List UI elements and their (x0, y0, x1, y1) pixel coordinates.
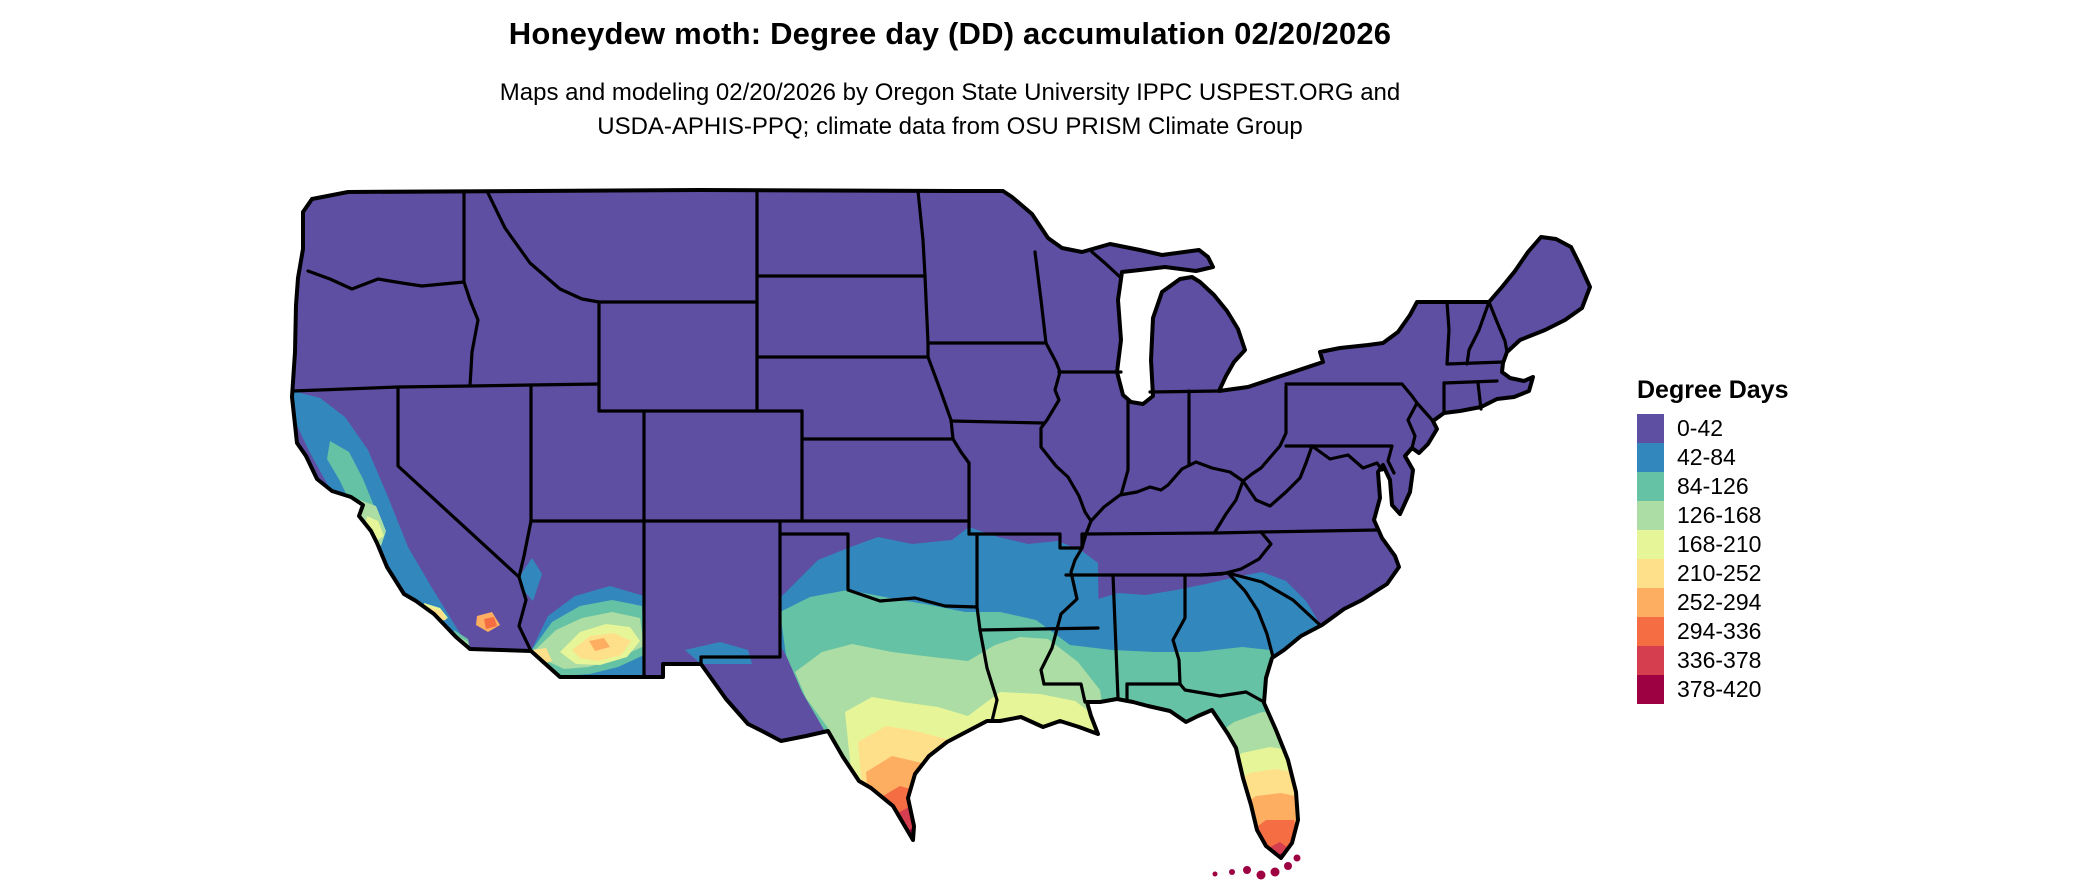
legend-class-label: 0-42 (1677, 415, 1724, 441)
legend-row: 168-210 (1637, 530, 1788, 559)
legend-swatch (1637, 414, 1664, 443)
state-border (1259, 528, 1379, 534)
state-border (1042, 682, 1087, 704)
state-border (1445, 300, 1451, 366)
legend-row: 378-420 (1637, 675, 1788, 704)
legend-row: 336-378 (1637, 646, 1788, 675)
figure-subtitle: Maps and modeling 02/20/2026 by Oregon S… (0, 76, 1900, 144)
legend-row: 0-42 (1637, 414, 1788, 443)
state-border (1476, 381, 1483, 411)
legend-swatch (1637, 617, 1664, 646)
state-border (1445, 360, 1505, 366)
legend-swatch (1637, 530, 1664, 559)
state-border (1199, 571, 1230, 577)
legend-swatch (1637, 501, 1664, 530)
legend-row: 252-294 (1637, 588, 1788, 617)
dd-layer-126-168-texas-louisiana (795, 637, 1108, 858)
subtitle-line-2: USDA-APHIS-PPQ; climate data from OSU PR… (597, 113, 1303, 140)
dd-layer-168-210-ca-valley (365, 516, 384, 541)
state-border (291, 382, 601, 393)
page-title: Honeydew moth: Degree day (DD) accumulat… (508, 16, 1392, 51)
national-outline (290, 188, 1592, 860)
state-border (517, 519, 533, 579)
state-border (1119, 397, 1130, 497)
state-border (1089, 420, 1288, 523)
state-border (1415, 401, 1435, 423)
state-border (1090, 250, 1122, 279)
state-border (306, 269, 466, 291)
dd-layer-210-252-yuma (531, 648, 552, 665)
subtitle-line-1: Maps and modeling 02/20/2026 by Oregon S… (499, 79, 1401, 106)
state-border (949, 419, 1045, 425)
florida-key-dot (1293, 854, 1301, 862)
state-border (396, 385, 533, 653)
state-border (926, 355, 971, 465)
legend-class-label: 336-378 (1677, 647, 1762, 673)
legend-swatch (1637, 472, 1664, 501)
state-border (1125, 682, 1266, 704)
legend-class-label: 42-84 (1677, 444, 1736, 470)
legend-row: 210-252 (1637, 559, 1788, 588)
legend-swatch (1637, 588, 1664, 617)
state-border (1310, 444, 1384, 472)
legend-rows: 0-42 42-84 84-126 126-168 168-210 210-252 252-… (1637, 414, 1788, 704)
legend-class-label: 126-168 (1677, 502, 1762, 528)
state-border (1226, 571, 1275, 659)
state-border (1084, 530, 1263, 536)
legend-class-label: 84-126 (1677, 473, 1749, 499)
florida-key-dot (1212, 871, 1218, 877)
legend-class-label: 252-294 (1677, 589, 1762, 615)
state-border (699, 519, 782, 666)
state-border (1148, 389, 1221, 394)
state-border (1442, 379, 1499, 385)
legend: Degree Days 0-42 42-84 84-126 126-168 168-21… (1637, 376, 1788, 704)
state-border (975, 532, 982, 632)
state-border (1033, 250, 1048, 345)
legend-title: Degree Days (1637, 376, 1789, 404)
state-border (778, 532, 979, 609)
florida-key-dot (1270, 867, 1280, 877)
state-border (1171, 573, 1187, 686)
map-base-conus (292, 190, 1590, 858)
legend-class-label: 210-252 (1677, 560, 1762, 586)
dd-layer-294-336-imperial-dot (484, 617, 497, 629)
legend-swatch (1637, 559, 1664, 588)
florida-key-dot (1284, 862, 1292, 870)
legend-row: 42-84 (1637, 443, 1788, 472)
florida-key-dot (1243, 866, 1251, 874)
dd-layer-252-294-texas (866, 756, 967, 858)
state-borders-layer (291, 189, 1509, 723)
state-border (967, 532, 1088, 550)
state-border (1213, 479, 1245, 534)
dd-layer-252-294-phoenix-dot (589, 638, 610, 651)
dd-layer-42-84-nevada (519, 558, 542, 601)
legend-row: 126-168 (1637, 501, 1788, 530)
legend-row: 294-336 (1637, 617, 1788, 646)
state-border (485, 189, 601, 304)
state-border (1465, 300, 1491, 366)
state-border (916, 189, 927, 278)
state-border (978, 626, 1100, 632)
legend-class-label: 294-336 (1677, 618, 1762, 644)
legend-swatch (1637, 443, 1664, 472)
legend-swatch (1637, 646, 1664, 675)
state-border (1241, 444, 1314, 508)
legend-swatch (1637, 675, 1664, 704)
state-border (1226, 571, 1322, 627)
state-border (1039, 519, 1093, 686)
state-border (462, 189, 480, 388)
florida-keys (1212, 854, 1301, 880)
florida-key-dot (1256, 870, 1266, 880)
state-border (1111, 573, 1120, 700)
legend-class-label: 168-210 (1677, 531, 1762, 557)
state-border (978, 628, 999, 723)
dd-layer-210-252-texas (858, 726, 984, 858)
state-border (1284, 444, 1396, 475)
florida-key-dot (1229, 869, 1235, 875)
legend-row: 84-126 (1637, 472, 1788, 501)
legend-class-label: 378-420 (1677, 676, 1762, 702)
state-border (1487, 300, 1509, 354)
